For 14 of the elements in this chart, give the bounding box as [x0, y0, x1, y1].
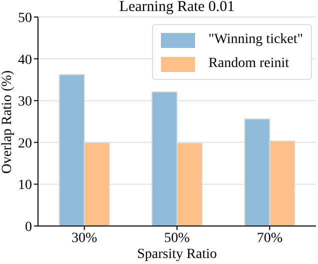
- x-axis-title: Sparsity Ratio: [136, 247, 218, 263]
- legend-label: "Winning ticket": [208, 32, 303, 48]
- x-tick-label: 70%: [256, 230, 283, 246]
- y-tick-label: 50: [18, 10, 32, 26]
- chart-title: Learning Rate 0.01: [118, 0, 236, 16]
- y-tick-label: 10: [18, 178, 32, 194]
- y-tick-label: 30: [18, 94, 32, 110]
- y-tick-label: 0: [25, 220, 32, 235]
- x-tick-label: 50%: [164, 230, 190, 246]
- y-tick-label: 40: [18, 52, 32, 68]
- legend-label: Random reinit: [208, 56, 290, 72]
- y-tick-label: 20: [18, 136, 32, 152]
- y-axis-title: Overlap Ratio (%): [0, 69, 16, 176]
- x-tick-label: 30%: [71, 230, 98, 246]
